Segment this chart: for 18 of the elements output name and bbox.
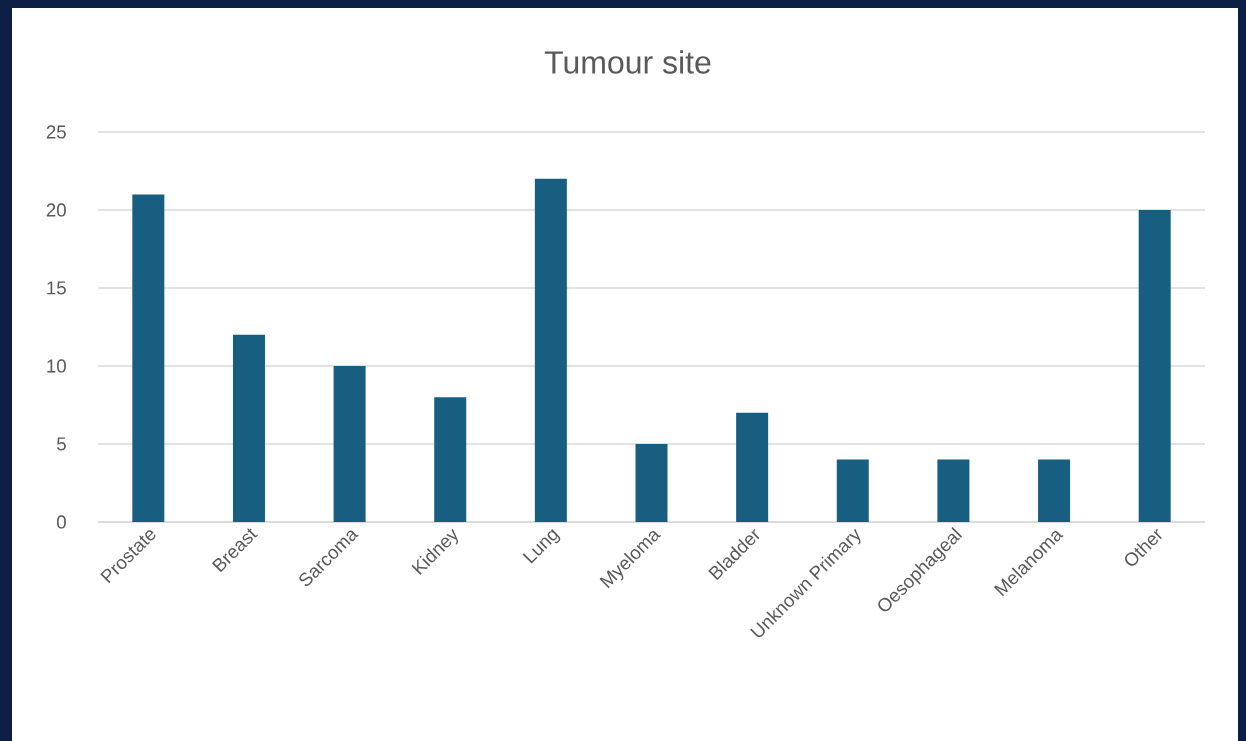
bar (1038, 459, 1071, 522)
bar (333, 365, 366, 522)
bar (434, 397, 467, 522)
bar (534, 178, 567, 522)
y-tick-label: 15 (47, 281, 66, 295)
y-tick-label: 0 (56, 515, 66, 529)
y-tick-label: 10 (47, 359, 66, 373)
bar (736, 412, 769, 522)
y-tick-label: 20 (46, 203, 66, 217)
bar (232, 334, 265, 522)
bar (836, 459, 869, 522)
y-tick-label: 25 (46, 125, 66, 139)
bar (635, 443, 668, 522)
bar (937, 459, 970, 522)
bar (1138, 209, 1171, 522)
bar (132, 194, 165, 522)
y-tick-label: 5 (57, 437, 66, 451)
chart-title: Tumour site (544, 50, 711, 74)
